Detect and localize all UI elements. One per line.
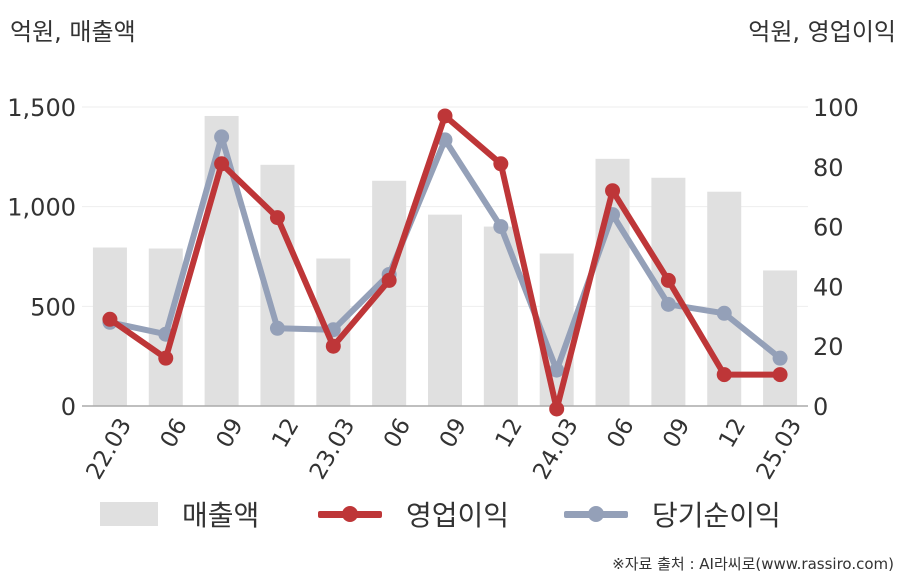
x-tick-label: 06 xyxy=(602,414,639,452)
point-operating-profit xyxy=(605,183,621,199)
point-operating-profit xyxy=(660,272,676,288)
legend-item-revenue: 매출액 xyxy=(100,494,259,534)
legend: 매출액 영업이익 당기순이익 xyxy=(0,494,908,534)
point-net-income xyxy=(493,219,509,235)
legend-label-net-income: 당기순이익 xyxy=(652,499,781,532)
point-net-income xyxy=(269,320,285,336)
x-tick-label: 06 xyxy=(156,414,193,452)
x-tick-label: 09 xyxy=(435,414,472,452)
point-operating-profit xyxy=(381,272,397,288)
source-note: ※자료 출처 : AI라씨로(www.rassiro.com) xyxy=(612,555,894,573)
legend-swatch-revenue xyxy=(100,502,158,526)
left-axis-unit: 억원, 매출액 xyxy=(10,18,136,46)
x-tick-label: 12 xyxy=(714,414,751,452)
legend-item-operating-profit: 영업이익 xyxy=(318,494,509,534)
legend-swatch-net-income xyxy=(564,502,628,526)
x-tick-label: 09 xyxy=(658,414,695,452)
bar-revenue xyxy=(763,270,798,406)
x-tick-label: 12 xyxy=(267,414,304,452)
legend-swatch-operating-profit xyxy=(318,502,382,526)
right-axis-tick-label: 40 xyxy=(813,273,844,301)
right-axis-unit: 억원, 영업이익 xyxy=(748,18,896,46)
x-tick-label: 24.03 xyxy=(528,414,583,484)
point-operating-profit xyxy=(716,367,732,383)
x-tick-label: 23.03 xyxy=(305,414,360,484)
x-tick-label: 09 xyxy=(212,414,249,452)
point-operating-profit xyxy=(102,311,118,327)
right-axis-tick-label: 20 xyxy=(813,333,844,361)
point-net-income xyxy=(549,362,565,378)
x-tick-label: 25.03 xyxy=(752,414,807,484)
left-axis-tick-label: 1,500 xyxy=(7,94,76,122)
point-operating-profit xyxy=(158,350,174,366)
point-operating-profit xyxy=(325,338,341,354)
x-tick-label: 22.03 xyxy=(82,414,137,484)
x-tick-label: 06 xyxy=(379,414,416,452)
point-net-income xyxy=(660,296,676,312)
bar-revenue xyxy=(651,177,686,406)
point-operating-profit xyxy=(772,367,788,383)
legend-label-revenue: 매출액 xyxy=(182,499,260,532)
legend-item-net-income: 당기순이익 xyxy=(564,494,781,534)
point-operating-profit xyxy=(214,156,230,172)
right-axis-tick-label: 0 xyxy=(813,393,828,421)
left-axis-tick-label: 1,000 xyxy=(7,194,76,222)
point-net-income xyxy=(716,305,732,321)
x-tick-label: 12 xyxy=(491,414,528,452)
left-axis-tick-label: 500 xyxy=(30,293,76,321)
left-axis-tick-label: 0 xyxy=(61,393,76,421)
point-operating-profit xyxy=(437,108,453,124)
right-axis-tick-label: 100 xyxy=(813,94,859,122)
point-operating-profit xyxy=(269,210,285,226)
bar-revenue xyxy=(428,214,462,406)
point-operating-profit xyxy=(549,401,565,417)
point-net-income xyxy=(214,129,230,145)
point-net-income xyxy=(772,350,788,366)
legend-label-operating-profit: 영업이익 xyxy=(406,499,510,532)
right-axis-tick-label: 60 xyxy=(813,214,844,242)
point-operating-profit xyxy=(493,156,509,172)
right-axis-tick-label: 80 xyxy=(813,154,844,182)
